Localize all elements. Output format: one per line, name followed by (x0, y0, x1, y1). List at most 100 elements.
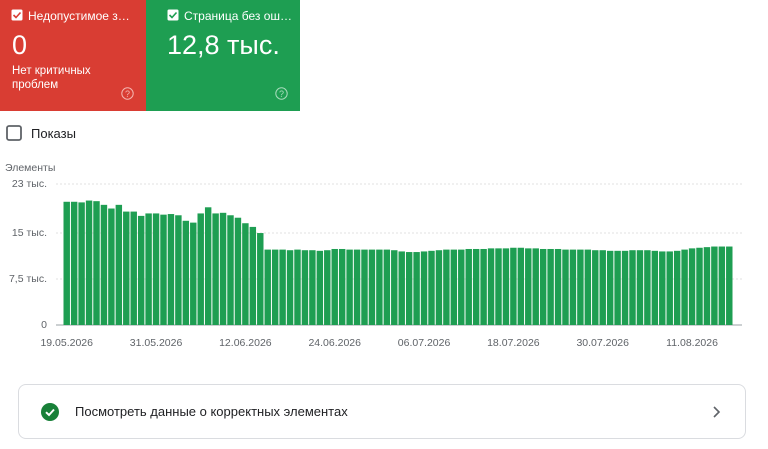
bar (100, 204, 108, 325)
bar (599, 250, 606, 325)
bar (718, 246, 726, 325)
bar (309, 250, 316, 325)
bar (525, 248, 532, 325)
bar (696, 247, 703, 325)
checkbox[interactable] (6, 125, 22, 141)
bar (480, 248, 487, 325)
card-value: 0 (12, 30, 28, 60)
bar (502, 248, 510, 325)
y-tick-label: 23 тыс. (12, 178, 47, 190)
bar (547, 248, 554, 325)
x-tick-label: 06.07.2026 (398, 337, 451, 349)
chart: Элементы 0 7,5 тыс. 15 тыс. 23 тыс. 19.05.20… (5, 162, 742, 349)
bar (63, 201, 70, 325)
bar (487, 248, 495, 325)
bar (294, 249, 301, 325)
y-tick-label: 7,5 тыс. (9, 273, 47, 285)
bar (152, 213, 160, 325)
bar (301, 250, 309, 325)
y-axis-title: Элементы (5, 162, 55, 174)
bar (413, 252, 420, 325)
bar (160, 214, 167, 325)
bar (331, 248, 338, 325)
bar (651, 250, 659, 325)
bar (472, 248, 480, 325)
bar (353, 249, 361, 325)
bar (85, 200, 93, 325)
bar (458, 249, 465, 325)
x-tick-label: 30.07.2026 (576, 337, 629, 349)
card-note: Нет критичных проблем (12, 65, 91, 91)
x-tick-label: 12.06.2026 (219, 337, 272, 349)
bar (539, 248, 547, 325)
bar (204, 207, 212, 325)
bar (175, 215, 182, 325)
help-icon[interactable]: ? (275, 87, 288, 100)
bar (227, 215, 234, 325)
chevron (713, 406, 721, 418)
bar (279, 249, 286, 325)
bar (70, 201, 78, 325)
bar (711, 246, 718, 325)
bar (108, 208, 115, 325)
bar (264, 249, 271, 325)
checkbox[interactable] (167, 9, 179, 21)
bar (554, 248, 562, 325)
toggle-label: Показы (31, 126, 76, 141)
svg-text:?: ? (125, 89, 130, 99)
card-label: Недопустимое з… (28, 9, 130, 23)
bar (644, 250, 651, 325)
bar (510, 247, 517, 325)
y-tick-label: 15 тыс. (12, 227, 47, 239)
bar (257, 233, 264, 325)
bar (346, 249, 353, 325)
help-icon[interactable]: ? (121, 87, 134, 100)
x-tick-label: 31.05.2026 (130, 337, 183, 349)
bar (286, 250, 294, 325)
link-text: Посмотреть данные о корректных элементах (75, 404, 348, 419)
bar (219, 212, 227, 325)
bar (435, 250, 443, 325)
bar (234, 217, 242, 325)
bar (78, 202, 85, 325)
bar (688, 248, 696, 325)
x-tick-label: 19.05.2026 (40, 337, 93, 349)
bar (145, 213, 152, 325)
bar (606, 250, 614, 325)
bar (398, 251, 405, 325)
bar (562, 249, 569, 325)
bar (123, 211, 130, 325)
x-tick-label: 11.08.2026 (666, 337, 718, 349)
bar (197, 213, 204, 325)
bar (167, 214, 175, 325)
bar (316, 250, 324, 325)
bar (629, 250, 636, 325)
bar (182, 220, 190, 325)
details-link[interactable]: Посмотреть данные о корректных элементах (18, 384, 746, 439)
bar (420, 251, 428, 325)
bar (368, 249, 376, 325)
bar (614, 250, 621, 325)
bar (242, 223, 249, 325)
valid-card[interactable]: Страница без ош… 12,8 тыс. ? (146, 0, 300, 111)
bar (636, 250, 644, 325)
bar (495, 248, 502, 325)
bar (517, 247, 525, 325)
bar (361, 249, 368, 325)
svg-text:?: ? (279, 89, 284, 99)
checkbox[interactable] (11, 9, 23, 21)
bar (338, 248, 346, 325)
y-tick-label: 0 (41, 319, 47, 331)
bar (93, 201, 100, 325)
card-value: 12,8 тыс. (167, 30, 280, 60)
bar (450, 249, 458, 325)
bar (190, 222, 197, 325)
bar (324, 250, 331, 325)
x-tick-label: 18.07.2026 (487, 337, 540, 349)
bar (376, 249, 383, 325)
bar (428, 250, 435, 325)
error-card[interactable]: Недопустимое з… 0 Нет критичных проблем … (0, 0, 146, 111)
bar (681, 249, 688, 325)
bar (137, 215, 145, 325)
